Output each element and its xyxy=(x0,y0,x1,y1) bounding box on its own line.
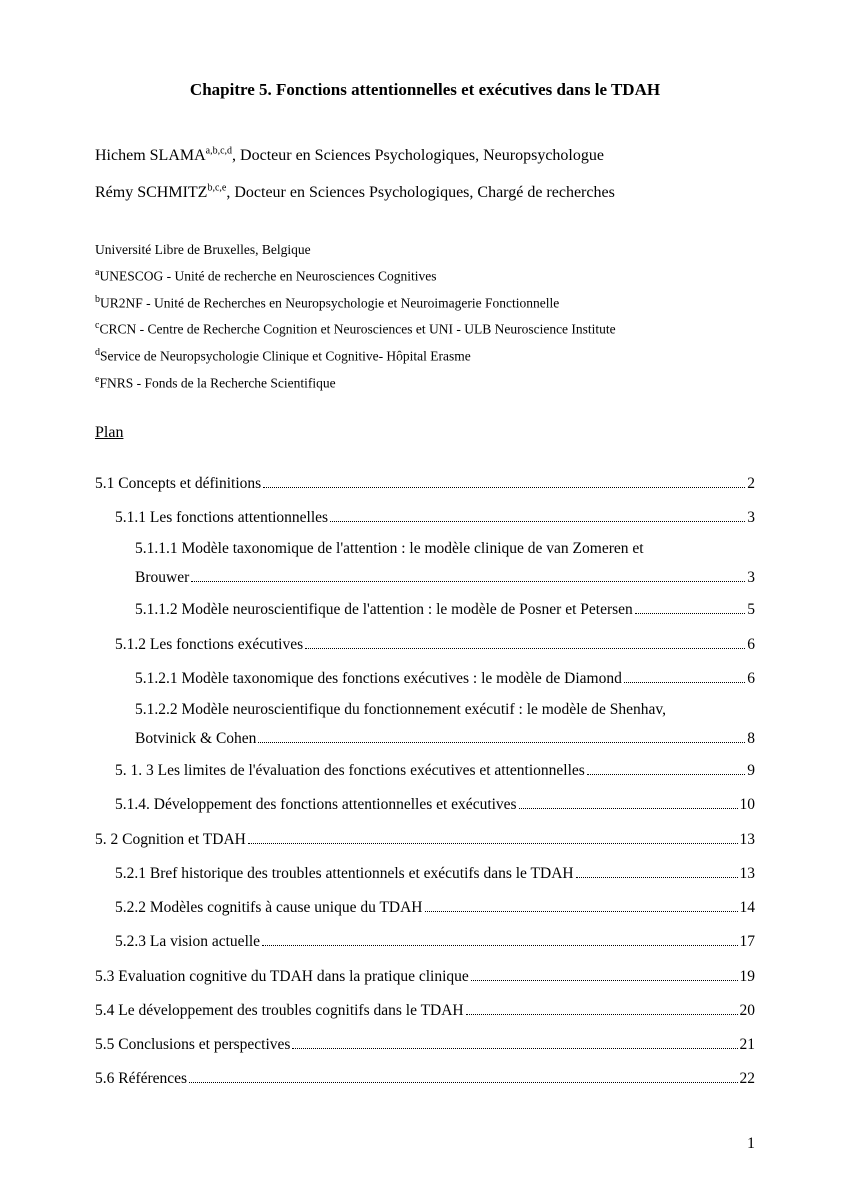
toc-text: 5.6 Références xyxy=(95,1067,187,1090)
toc-entry: 5. 2 Cognition et TDAH 13 xyxy=(95,828,755,851)
toc-text: 5.1.1.1 Modèle taxonomique de l'attentio… xyxy=(135,540,755,558)
toc-page: 5 xyxy=(747,598,755,621)
toc-text: 5. 1. 3 Les limites de l'évaluation des … xyxy=(115,759,585,782)
toc-text: Botvinick & Cohen xyxy=(135,730,256,748)
affil-text: Service de Neuropsychologie Clinique et … xyxy=(100,349,471,364)
affil-text: CRCN - Centre de Recherche Cognition et … xyxy=(99,322,615,337)
toc-text: 5.1.1 Les fonctions attentionnelles xyxy=(115,506,328,529)
toc-entry: 5.1.2.2 Modèle neuroscientifique du fonc… xyxy=(95,701,755,748)
toc-entry: 5.1.4. Développement des fonctions atten… xyxy=(95,793,755,816)
toc-entry: 5. 1. 3 Les limites de l'évaluation des … xyxy=(95,759,755,782)
toc-text: Brouwer xyxy=(135,569,189,587)
toc-page: 13 xyxy=(740,862,756,885)
toc-text: 5.1.2.2 Modèle neuroscientifique du fonc… xyxy=(135,701,755,719)
plan-heading: Plan xyxy=(95,424,755,442)
toc-page: 3 xyxy=(747,569,755,587)
affil-text: FNRS - Fonds de la Recherche Scientifiqu… xyxy=(99,376,335,391)
toc-entry: 5.1.1.1 Modèle taxonomique de l'attentio… xyxy=(95,540,755,587)
toc-entry: 5.1.1 Les fonctions attentionnelles 3 xyxy=(95,506,755,529)
toc-page: 2 xyxy=(747,472,755,495)
toc-page: 14 xyxy=(740,896,756,919)
toc-entry: 5.1.2.1 Modèle taxonomique des fonctions… xyxy=(95,667,755,690)
toc-entry: 5.5 Conclusions et perspectives 21 xyxy=(95,1033,755,1056)
toc-entry: 5.6 Références 22 xyxy=(95,1067,755,1090)
toc-dots xyxy=(466,1014,738,1015)
toc-page: 8 xyxy=(747,730,755,748)
toc-text: 5. 2 Cognition et TDAH xyxy=(95,828,246,851)
author-name: Rémy SCHMITZ xyxy=(95,184,207,201)
page-number: 1 xyxy=(747,1135,755,1153)
author-rest: , Docteur en Sciences Psychologiques, Ne… xyxy=(232,147,604,164)
toc-dots xyxy=(263,487,745,488)
toc-dots xyxy=(576,877,738,878)
toc-page: 21 xyxy=(740,1033,756,1056)
toc-dots xyxy=(262,945,737,946)
toc-entry: 5.2.3 La vision actuelle 17 xyxy=(95,930,755,953)
authors-block: Hichem SLAMAa,b,c,d, Docteur en Sciences… xyxy=(95,142,755,208)
toc-text: 5.1.2.1 Modèle taxonomique des fonctions… xyxy=(135,667,622,690)
toc-entry: 5.1.2 Les fonctions exécutives 6 xyxy=(95,633,755,656)
toc-dots xyxy=(519,808,738,809)
author-sup: b,c,e xyxy=(207,182,226,193)
table-of-contents: 5.1 Concepts et définitions 2 5.1.1 Les fo… xyxy=(95,472,755,1091)
affiliation: dService de Neuropsychologie Clinique et… xyxy=(95,344,755,369)
toc-text: 5.2.1 Bref historique des troubles atten… xyxy=(115,862,574,885)
toc-page: 10 xyxy=(740,793,756,816)
toc-text: 5.2.3 La vision actuelle xyxy=(115,930,260,953)
toc-dots xyxy=(330,521,745,522)
toc-text: 5.2.2 Modèles cognitifs à cause unique d… xyxy=(115,896,423,919)
affiliation: cCRCN - Centre de Recherche Cognition et… xyxy=(95,317,755,342)
toc-dots xyxy=(258,742,745,743)
toc-entry: 5.4 Le développement des troubles cognit… xyxy=(95,999,755,1022)
toc-entry: 5.1.1.2 Modèle neuroscientifique de l'at… xyxy=(95,598,755,621)
document-page: Chapitre 5. Fonctions attentionnelles et… xyxy=(0,0,850,1203)
toc-dots xyxy=(425,911,738,912)
toc-text: 5.5 Conclusions et perspectives xyxy=(95,1033,290,1056)
toc-text: 5.1.1.2 Modèle neuroscientifique de l'at… xyxy=(135,598,633,621)
toc-page: 13 xyxy=(740,828,756,851)
toc-page: 6 xyxy=(747,633,755,656)
toc-dots xyxy=(248,843,738,844)
toc-entry: 5.2.1 Bref historique des troubles atten… xyxy=(95,862,755,885)
toc-dots xyxy=(624,682,745,683)
toc-text: 5.3 Evaluation cognitive du TDAH dans la… xyxy=(95,965,469,988)
toc-entry: 5.2.2 Modèles cognitifs à cause unique d… xyxy=(95,896,755,919)
toc-dots xyxy=(189,1082,737,1083)
affiliation: eFNRS - Fonds de la Recherche Scientifiq… xyxy=(95,371,755,396)
author-line: Rémy SCHMITZb,c,e, Docteur en Sciences P… xyxy=(95,179,755,208)
toc-page: 17 xyxy=(740,930,756,953)
affiliations-block: Université Libre de Bruxelles, Belgique … xyxy=(95,238,755,396)
toc-page: 19 xyxy=(740,965,756,988)
toc-text: 5.1 Concepts et définitions xyxy=(95,472,261,495)
toc-dots xyxy=(292,1048,737,1049)
chapter-title: Chapitre 5. Fonctions attentionnelles et… xyxy=(95,80,755,100)
author-sup: a,b,c,d xyxy=(206,146,232,157)
author-line: Hichem SLAMAa,b,c,d, Docteur en Sciences… xyxy=(95,142,755,171)
toc-entry: 5.1 Concepts et définitions 2 xyxy=(95,472,755,495)
affiliation: aUNESCOG - Unité de recherche en Neurosc… xyxy=(95,264,755,289)
toc-dots xyxy=(471,980,738,981)
toc-text: 5.1.4. Développement des fonctions atten… xyxy=(115,793,517,816)
author-name: Hichem SLAMA xyxy=(95,147,206,164)
toc-dots xyxy=(191,581,745,582)
toc-dots xyxy=(305,648,745,649)
affil-text: UNESCOG - Unité de recherche en Neurosci… xyxy=(99,268,436,283)
author-rest: , Docteur en Sciences Psychologiques, Ch… xyxy=(226,184,614,201)
toc-page: 3 xyxy=(747,506,755,529)
toc-dots xyxy=(587,774,745,775)
toc-dots xyxy=(635,613,745,614)
institution: Université Libre de Bruxelles, Belgique xyxy=(95,238,755,262)
affil-text: UR2NF - Unité de Recherches en Neuropsyc… xyxy=(100,295,559,310)
toc-entry: 5.3 Evaluation cognitive du TDAH dans la… xyxy=(95,965,755,988)
toc-page: 6 xyxy=(747,667,755,690)
toc-page: 9 xyxy=(747,759,755,782)
toc-text: 5.1.2 Les fonctions exécutives xyxy=(115,633,303,656)
toc-page: 22 xyxy=(740,1067,756,1090)
toc-text: 5.4 Le développement des troubles cognit… xyxy=(95,999,464,1022)
toc-page: 20 xyxy=(740,999,756,1022)
affiliation: bUR2NF - Unité de Recherches en Neuropsy… xyxy=(95,291,755,316)
